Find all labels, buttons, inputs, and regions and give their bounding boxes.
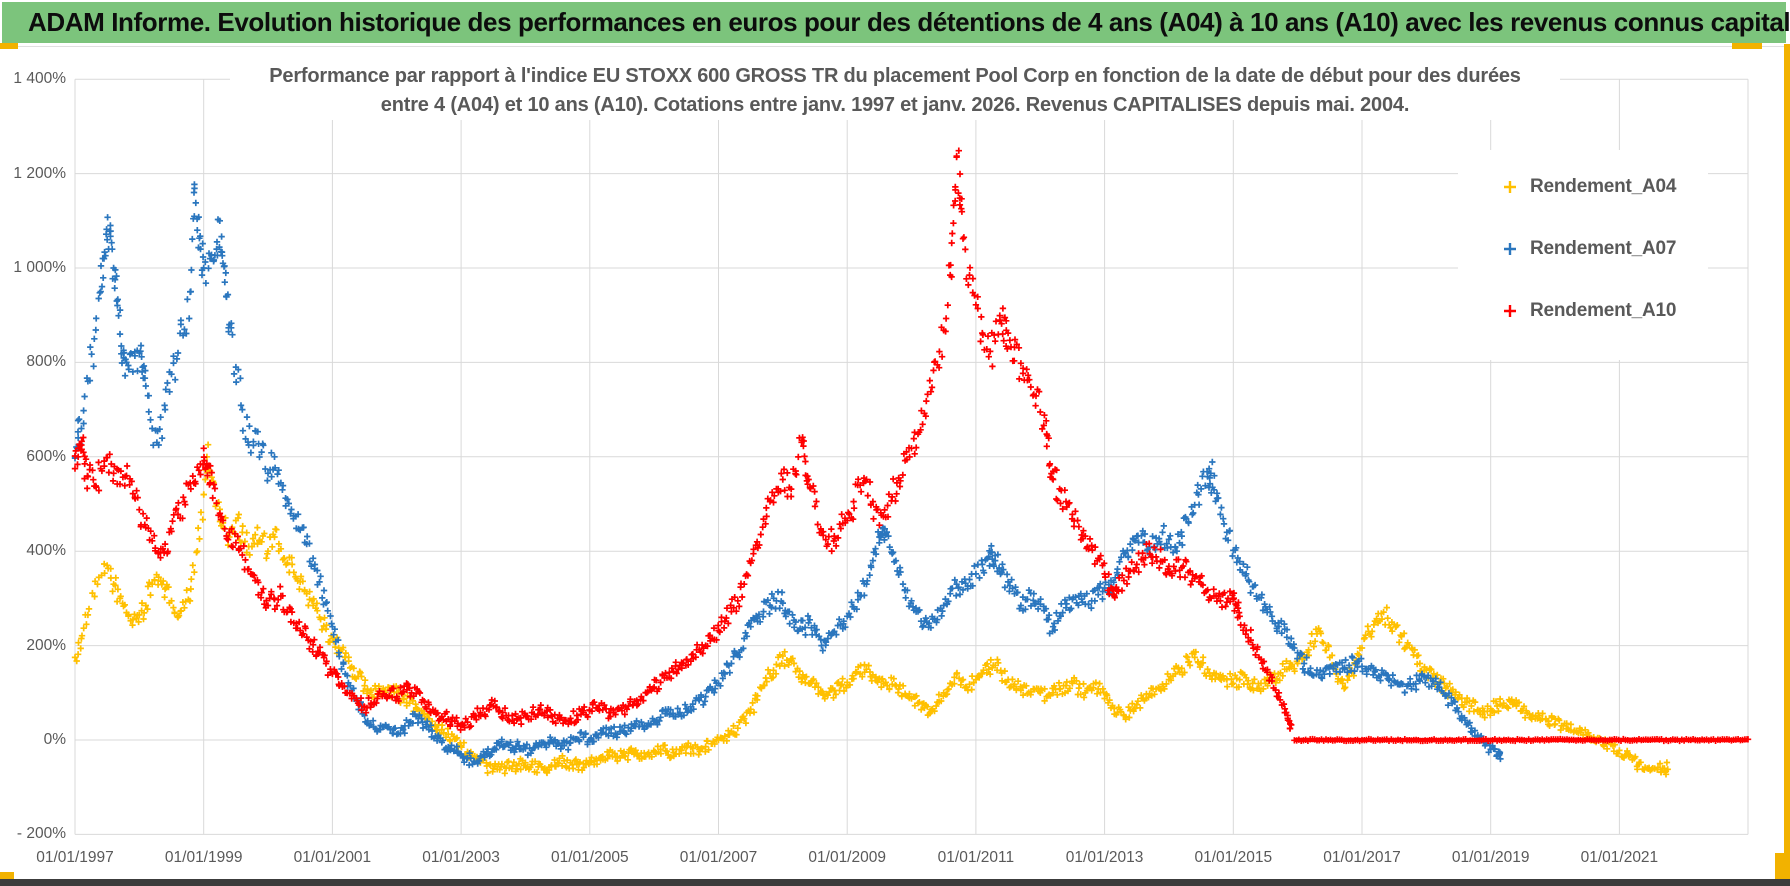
x-axis-tick-label: 01/01/2011 bbox=[937, 849, 1015, 866]
gold-border-right bbox=[1784, 44, 1790, 886]
gold-accent-left bbox=[0, 43, 18, 49]
x-axis-tick-label: 01/01/2019 bbox=[1451, 849, 1530, 866]
bottom-edge-strip bbox=[0, 879, 1790, 886]
chart-title-line2: entre 4 (A04) et 10 ans (A10). Cotations… bbox=[380, 94, 1410, 116]
series-points-rendement_a04 bbox=[71, 441, 1671, 778]
x-axis-tick-label: 01/01/1997 bbox=[36, 849, 114, 866]
y-axis-tick-label: 1 000% bbox=[13, 259, 66, 276]
x-axis-tick-label: 01/01/2009 bbox=[808, 849, 886, 866]
gold-plus-marker-icon bbox=[1504, 181, 1516, 193]
x-axis-tick-label: 01/01/2015 bbox=[1194, 849, 1273, 866]
legend-item-a10: Rendement_A10 bbox=[1502, 300, 1708, 322]
y-axis-tick-label: 600% bbox=[26, 447, 66, 465]
legend-item-a07: Rendement_A07 bbox=[1502, 238, 1708, 260]
y-axis-tick-label: 1 400% bbox=[13, 70, 66, 88]
legend-item-label: Rendement_A04 bbox=[1530, 176, 1677, 197]
y-axis-tick-label: 1 200% bbox=[13, 164, 66, 182]
y-axis-tick-label: 800% bbox=[26, 353, 66, 371]
gold-corner-bottom-right bbox=[1775, 853, 1790, 886]
y-axis-tick-label: - 200% bbox=[16, 825, 66, 843]
chart-title: Performance par rapport à l'indice EU ST… bbox=[230, 62, 1560, 120]
legend-item-label: Rendement_A10 bbox=[1530, 300, 1677, 321]
x-axis-tick-label: 01/01/2001 bbox=[293, 849, 372, 866]
red-plus-marker-icon bbox=[1504, 305, 1516, 317]
x-axis-tick-label: 01/01/2013 bbox=[1065, 849, 1144, 866]
y-axis-tick-label: 200% bbox=[26, 636, 66, 654]
blue-plus-marker-icon bbox=[1504, 243, 1516, 255]
x-axis-tick-label: 01/01/2017 bbox=[1323, 849, 1401, 866]
series-points-rendement_a10 bbox=[71, 147, 1752, 745]
x-axis-tick-label: 01/01/2005 bbox=[551, 849, 629, 866]
chart-title-line1: Performance par rapport à l'indice EU ST… bbox=[269, 65, 1521, 87]
header-divider bbox=[0, 46, 1790, 47]
x-axis-tick-label: 01/01/2007 bbox=[679, 849, 758, 866]
x-axis-tick-label: 01/01/2021 bbox=[1580, 849, 1659, 866]
legend-item-label: Rendement_A07 bbox=[1530, 238, 1677, 259]
y-axis-tick-label: 400% bbox=[26, 542, 66, 560]
legend: Rendement_A04 Rendement_A07 Rendement_A1… bbox=[1458, 150, 1708, 360]
header-title: ADAM Informe. Evolution historique des p… bbox=[28, 7, 1790, 37]
header-bar: ADAM Informe. Evolution historique des p… bbox=[2, 2, 1790, 43]
x-axis-tick-label: 01/01/2003 bbox=[422, 849, 500, 866]
x-axis-tick-label: 01/01/1999 bbox=[164, 849, 243, 866]
legend-item-a04: Rendement_A04 bbox=[1502, 176, 1708, 198]
y-axis-tick-label: 0% bbox=[43, 731, 66, 748]
gold-accent-right bbox=[1732, 43, 1762, 49]
